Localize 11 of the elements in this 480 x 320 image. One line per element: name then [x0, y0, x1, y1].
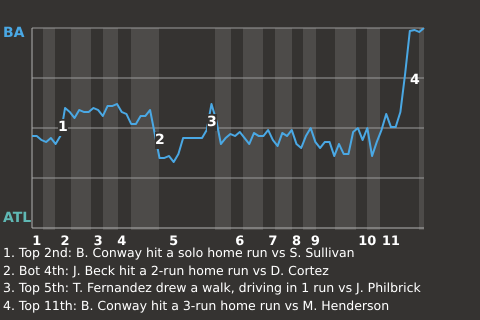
text: 4. Top 11th: B. Conway hit a 3-run home run vs M. Henderson: [3, 296, 390, 314]
text: BA: [3, 25, 25, 41]
annotation: 4: [410, 72, 420, 89]
annotation: 2: [155, 132, 165, 149]
x-tick-label: 10: [358, 234, 376, 250]
text: 3. Top 5th: T. Fernandez drew a walk, driving in 1 run vs J. Philbrick: [3, 279, 421, 296]
annotation: 1: [58, 119, 68, 136]
text: ATL: [3, 210, 32, 226]
text: 2. Bot 4th: J. Beck hit a 2-run home run vs D. Cortez: [3, 262, 330, 279]
annotation: 3: [207, 114, 217, 131]
x-tick-label: 11: [382, 234, 400, 250]
